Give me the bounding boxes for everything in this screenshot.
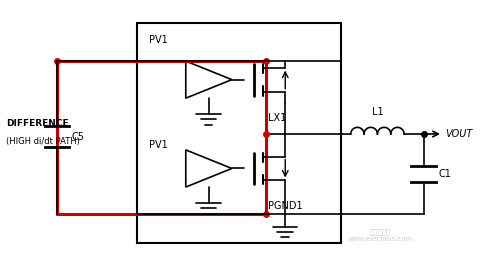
Text: L1: L1 [372, 107, 383, 117]
Text: PV1: PV1 [149, 140, 168, 150]
Text: PGND1: PGND1 [268, 201, 303, 211]
Text: C5: C5 [72, 132, 85, 142]
Text: DIFFERENCE: DIFFERENCE [6, 119, 69, 128]
Text: VOUT: VOUT [446, 129, 473, 139]
Bar [137, 23, 341, 243]
Text: (HIGH di/dt PATH): (HIGH di/dt PATH) [6, 137, 80, 146]
Text: 电子发烧友
www.elecfans.com: 电子发烧友 www.elecfans.com [347, 228, 412, 241]
Text: PV1: PV1 [149, 35, 168, 45]
Text: C1: C1 [438, 169, 451, 179]
Text: LX1: LX1 [268, 113, 286, 123]
